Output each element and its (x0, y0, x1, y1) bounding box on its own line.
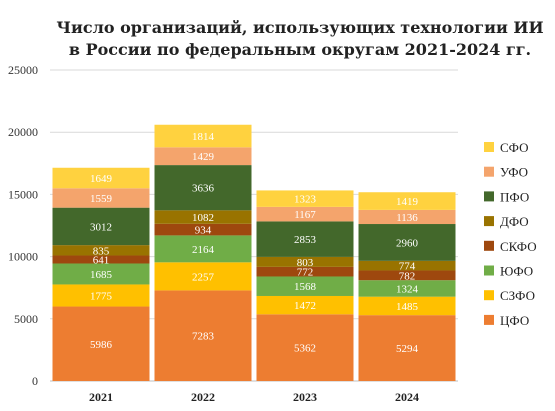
data-label: 2257 (192, 271, 215, 283)
data-label: 782 (399, 270, 416, 282)
y-axis-tick-labels: 0 5000 10000 15000 20000 25000 (8, 63, 38, 388)
bar-segment (358, 209, 456, 225)
data-label: 1485 (396, 301, 419, 313)
y-tick-label: 20000 (8, 125, 38, 139)
bar-segment (154, 290, 252, 381)
data-label: 1082 (192, 212, 214, 224)
bar-segment (52, 167, 150, 189)
legend-label: ЮФО (500, 264, 533, 279)
bar-segment (358, 192, 456, 210)
bar-segment (154, 165, 252, 211)
data-label: 934 (195, 225, 212, 237)
data-label: 1649 (90, 173, 113, 185)
bar-segment (358, 280, 456, 297)
data-label: 2164 (192, 244, 215, 256)
bar-segment (358, 315, 456, 381)
bar-segment (358, 260, 456, 271)
x-axis-tick-labels: 2021 2022 2023 2024 (89, 390, 419, 404)
data-label: 5986 (90, 339, 113, 351)
data-label: 1419 (396, 196, 419, 208)
data-label: 5294 (396, 343, 419, 355)
bar-segment (256, 276, 354, 296)
bar-segment (358, 296, 456, 316)
legend: СФО УФО ПФО ДФО СКФО ЮФО СЗФО ЦФО (484, 140, 537, 328)
bar-segment (256, 266, 354, 277)
bar-segment (154, 210, 252, 224)
legend-label: ЦФО (500, 313, 529, 328)
bar-segment (154, 223, 252, 236)
bar-segment (358, 224, 456, 261)
legend-label: ПФО (500, 189, 529, 204)
x-tick-label: 2021 (89, 390, 113, 404)
data-label: 7283 (192, 331, 215, 343)
y-tick-label: 15000 (8, 187, 38, 201)
data-label: 1429 (192, 151, 215, 163)
bar-segment (52, 207, 150, 246)
legend-swatch (484, 314, 494, 325)
legend-swatch (484, 240, 494, 251)
bar-segment (52, 284, 150, 307)
data-label: 1324 (396, 283, 419, 295)
data-label: 803 (297, 257, 314, 269)
data-label: 772 (297, 267, 314, 279)
data-label: 1472 (294, 300, 316, 312)
legend-label: ДФО (500, 214, 529, 229)
bar-segment (256, 314, 354, 381)
bar-segment (154, 235, 252, 263)
bar-segment (256, 295, 354, 315)
bar-segment (154, 262, 252, 291)
legend-swatch (484, 142, 494, 152)
x-tick-label: 2023 (293, 390, 317, 404)
data-label: 1568 (294, 281, 317, 293)
data-label: 1814 (192, 131, 215, 143)
x-tick-label: 2022 (191, 390, 215, 404)
bar-segment (52, 188, 150, 208)
y-tick-label: 25000 (8, 63, 38, 77)
bar-segment (256, 221, 354, 257)
data-label: 1775 (90, 290, 113, 302)
chart-title-line-1: Число организаций, использующих технолог… (56, 18, 543, 37)
bar-segment (154, 147, 252, 166)
legend-label: СКФО (500, 239, 537, 254)
data-label: 641 (93, 255, 110, 267)
y-tick-label: 10000 (8, 250, 38, 264)
data-label: 2853 (294, 234, 317, 246)
data-label: 1559 (90, 193, 113, 205)
bar-segment (256, 206, 354, 222)
data-label: 3012 (90, 221, 112, 233)
legend-label: СФО (500, 140, 529, 155)
bar-segment (52, 245, 150, 256)
y-tick-label: 0 (32, 374, 38, 388)
legend-swatch (484, 216, 494, 227)
bar-segment (256, 256, 354, 267)
legend-swatch (484, 166, 494, 177)
data-label: 1323 (294, 194, 317, 206)
legend-swatch (484, 290, 494, 301)
bar-segment (256, 190, 354, 207)
legend-label: СЗФО (500, 288, 535, 303)
data-label: 3636 (192, 183, 215, 195)
y-tick-label: 5000 (14, 312, 38, 326)
bar-segment (52, 306, 150, 381)
chart-title-line-2: в России по федеральным округам 2021-202… (69, 40, 531, 59)
bar-segment (52, 255, 150, 264)
data-label: 774 (399, 261, 416, 273)
data-label: 835 (93, 245, 110, 257)
data-label: 5362 (294, 343, 316, 355)
legend-swatch (484, 265, 494, 276)
data-label: 2960 (396, 237, 419, 249)
data-label: 1167 (294, 209, 316, 221)
legend-label: УФО (500, 165, 528, 180)
bar-segment (52, 263, 150, 285)
bar-segment (154, 124, 252, 148)
data-label: 1685 (90, 269, 113, 281)
bar-segment (358, 270, 456, 281)
x-tick-label: 2024 (395, 390, 419, 404)
data-label: 1136 (396, 212, 418, 224)
legend-swatch (484, 191, 494, 202)
